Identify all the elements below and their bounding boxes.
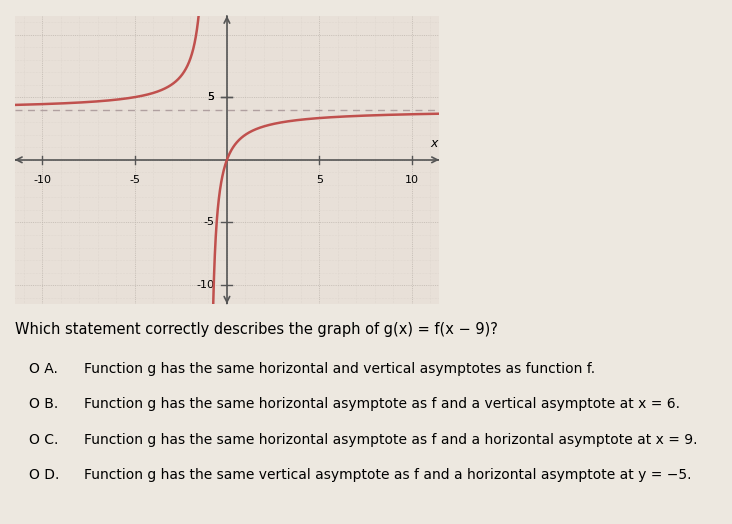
Text: -10: -10	[196, 280, 214, 290]
Text: O A.: O A.	[29, 362, 58, 376]
Text: -5: -5	[129, 175, 140, 185]
Text: O C.: O C.	[29, 433, 59, 447]
Text: Function g has the same vertical asymptote as f and a horizontal asymptote at y : Function g has the same vertical asympto…	[84, 468, 692, 483]
Text: 10: 10	[405, 175, 419, 185]
Text: Function g has the same horizontal and vertical asymptotes as function f.: Function g has the same horizontal and v…	[84, 362, 595, 376]
Text: -5: -5	[203, 217, 214, 227]
Text: 5: 5	[315, 175, 323, 185]
Text: Which statement correctly describes the graph of g(x) = f(x − 9)?: Which statement correctly describes the …	[15, 322, 498, 337]
Text: 5: 5	[207, 92, 214, 102]
Text: x: x	[430, 137, 437, 150]
Text: Function g has the same horizontal asymptote as f and a horizontal asymptote at : Function g has the same horizontal asymp…	[84, 433, 698, 447]
Text: -10: -10	[34, 175, 51, 185]
Text: Function g has the same horizontal asymptote as f and a vertical asymptote at x : Function g has the same horizontal asymp…	[84, 397, 680, 411]
Text: 5: 5	[207, 92, 214, 102]
Text: O B.: O B.	[29, 397, 59, 411]
Text: O D.: O D.	[29, 468, 59, 483]
